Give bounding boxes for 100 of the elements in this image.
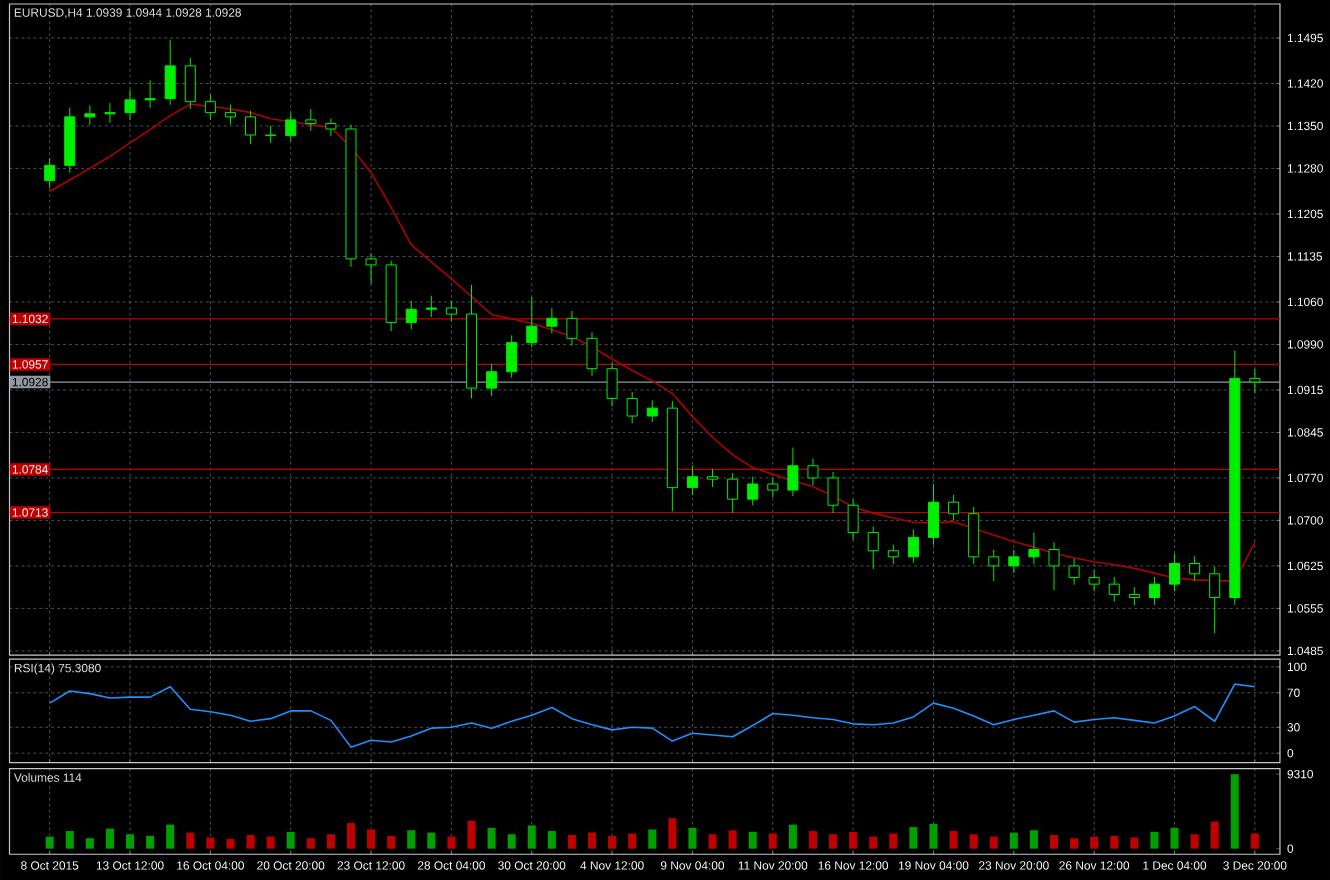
bar <box>407 830 416 849</box>
bar <box>969 834 978 849</box>
bar <box>85 838 94 849</box>
candlestick <box>144 79 156 109</box>
candlestick <box>827 471 839 514</box>
candlestick <box>1249 368 1261 394</box>
bar <box>105 828 114 849</box>
bar <box>1049 835 1059 849</box>
bar <box>246 835 255 849</box>
candlestick <box>526 296 538 348</box>
bar <box>768 833 777 849</box>
bar <box>929 823 938 849</box>
candlestick <box>245 110 257 145</box>
candlestick <box>425 295 437 318</box>
bar <box>869 836 878 849</box>
candlestick <box>104 102 116 124</box>
candlestick <box>586 331 598 377</box>
bar <box>447 836 456 849</box>
candlestick <box>988 548 1000 582</box>
candlestick <box>1209 565 1221 634</box>
bar <box>226 839 235 849</box>
candlestick <box>124 88 136 121</box>
bar <box>266 836 275 849</box>
bar <box>788 824 797 849</box>
bar <box>949 831 958 849</box>
candlestick <box>566 310 578 347</box>
bar <box>889 833 898 849</box>
bar <box>668 818 677 849</box>
bar <box>286 831 295 849</box>
candlestick <box>1068 558 1080 586</box>
bar <box>146 835 155 849</box>
bar <box>186 832 195 849</box>
candlestick <box>164 39 176 106</box>
bar <box>487 827 496 849</box>
bar <box>527 825 536 849</box>
bar <box>588 832 597 849</box>
candlestick <box>807 457 819 486</box>
bar <box>1130 837 1139 849</box>
candlestick <box>727 472 739 514</box>
bar <box>989 836 998 849</box>
candlestick <box>867 525 879 570</box>
candlestick <box>506 334 518 379</box>
bar <box>1230 774 1239 849</box>
candlestick <box>626 391 638 424</box>
bar <box>206 837 215 849</box>
bar <box>326 834 335 849</box>
bar <box>1090 836 1099 849</box>
bar <box>1070 838 1079 849</box>
bar <box>1190 834 1199 849</box>
bar <box>628 833 637 849</box>
candlestick <box>44 157 56 189</box>
candlestick <box>686 465 698 496</box>
candlestick <box>445 300 457 322</box>
candlestick <box>204 93 216 121</box>
candlestick <box>1169 553 1181 592</box>
bar <box>45 836 54 849</box>
candlestick <box>606 362 618 407</box>
bar <box>849 831 858 849</box>
candlestick <box>1028 531 1040 565</box>
bar <box>567 835 576 849</box>
bar <box>166 824 175 849</box>
bar <box>808 831 817 849</box>
bar <box>1009 832 1018 849</box>
candlestick <box>224 104 236 126</box>
bar <box>648 829 657 849</box>
bar <box>507 834 516 849</box>
candlestick <box>707 468 719 488</box>
candlestick <box>184 57 196 110</box>
candlestick <box>285 112 297 142</box>
bar <box>688 827 697 849</box>
candlestick <box>1048 541 1060 591</box>
line-series <box>48 683 1256 748</box>
bar <box>367 829 376 849</box>
candlestick <box>907 528 919 564</box>
bar <box>608 835 617 849</box>
candlestick <box>325 118 337 137</box>
candlestick <box>1008 548 1020 574</box>
candlestick <box>1108 576 1120 603</box>
candlestick <box>405 300 417 330</box>
bar <box>547 831 556 849</box>
candlestick <box>1148 576 1160 606</box>
candlestick <box>767 477 779 498</box>
candlestick <box>546 307 558 334</box>
bar <box>728 830 737 849</box>
bar <box>1110 835 1119 849</box>
candlestick <box>1189 555 1201 582</box>
candlestick <box>305 108 317 132</box>
candlestick <box>787 447 799 497</box>
bar <box>65 831 74 849</box>
candlestick <box>84 104 96 126</box>
bar <box>427 832 436 849</box>
bar <box>126 834 135 849</box>
bar <box>748 831 757 849</box>
bar <box>387 835 396 849</box>
candlestick <box>847 498 859 541</box>
candlestick <box>747 476 759 506</box>
candlestick <box>887 544 899 565</box>
candlestick <box>1128 586 1140 606</box>
candlestick <box>968 506 980 565</box>
bar <box>1170 827 1179 849</box>
